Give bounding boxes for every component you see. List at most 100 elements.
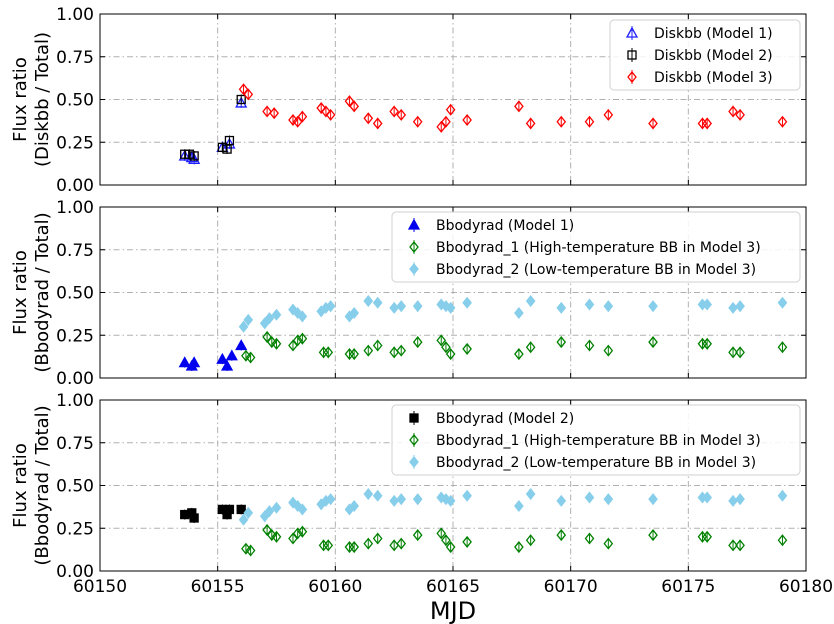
data-point xyxy=(556,115,567,128)
y-tick-label: 1.00 xyxy=(56,391,94,411)
legend: Bbodyrad (Model 1) Bbodyrad_1 (High-tempe… xyxy=(391,211,801,283)
data-point xyxy=(220,359,234,371)
data-point xyxy=(363,112,374,125)
legend-label: Bbodyrad_1 (High-temperature BB in Model… xyxy=(436,433,761,449)
y-tick-label: 1.00 xyxy=(56,5,94,25)
legend-label: Bbodyrad (Model 1) xyxy=(436,218,574,234)
data-point xyxy=(412,336,423,349)
data-point xyxy=(236,504,246,515)
series-2 xyxy=(241,523,788,557)
data-point xyxy=(445,103,456,116)
data-point xyxy=(556,336,567,349)
data-point xyxy=(235,96,248,108)
data-point xyxy=(236,94,246,105)
data-point xyxy=(584,532,595,545)
legend-label: Bbodyrad_1 (High-temperature BB in Model… xyxy=(436,240,761,256)
y-tick-label: 0.00 xyxy=(56,176,94,196)
x-tick-label: 60155 xyxy=(191,577,245,597)
data-point xyxy=(556,529,567,542)
data-point xyxy=(264,505,275,518)
data-point xyxy=(702,298,712,311)
legend-marker xyxy=(409,455,419,469)
panel-2: 0.00 0.25 0.50 0.75 1.00 Flux ratio (Bbodyrad … xyxy=(10,198,807,389)
data-point xyxy=(441,341,451,354)
legend: Diskbb (Model 1) Diskbb (Model 2) Diskbb (… xyxy=(609,19,801,91)
data-point xyxy=(525,295,536,308)
series-3 xyxy=(238,83,788,133)
data-point xyxy=(372,296,383,309)
data-point xyxy=(188,356,201,368)
data-point xyxy=(349,100,359,113)
series-1 xyxy=(180,504,246,523)
y-tick-label: 0.75 xyxy=(56,241,94,261)
y-tick-label: 0.50 xyxy=(56,477,94,497)
data-point xyxy=(445,301,456,314)
data-point xyxy=(297,110,308,123)
series-2 xyxy=(241,330,788,364)
legend-label: Diskbb (Model 3) xyxy=(654,70,773,86)
data-point xyxy=(363,488,374,501)
y-tick-label: 0.75 xyxy=(56,48,94,68)
y-tick-label: 0.25 xyxy=(56,133,94,153)
y-axis-label: Flux ratio xyxy=(10,57,31,142)
legend-marker xyxy=(409,262,419,276)
data-point xyxy=(777,341,788,354)
y-tick-label: 0.25 xyxy=(56,326,94,346)
data-point xyxy=(412,115,423,128)
data-point xyxy=(217,142,228,153)
x-tick-label: 60150 xyxy=(73,577,127,597)
data-point xyxy=(363,295,374,308)
data-point xyxy=(238,513,249,526)
data-point xyxy=(412,529,423,542)
data-point xyxy=(412,493,423,506)
data-point xyxy=(462,535,472,548)
data-point xyxy=(216,352,229,364)
legend-label: Bbodyrad_2 (Low-temperature BB in Model … xyxy=(436,455,756,471)
data-point xyxy=(584,298,595,311)
data-point xyxy=(728,539,738,552)
x-tick-label: 60160 xyxy=(308,577,362,597)
series-3 xyxy=(238,488,788,526)
data-point xyxy=(297,332,308,345)
data-point xyxy=(389,494,399,507)
legend-marker xyxy=(627,70,637,84)
data-point xyxy=(297,310,308,323)
data-point xyxy=(271,308,282,321)
data-point xyxy=(441,534,451,547)
data-point xyxy=(323,539,334,552)
data-point xyxy=(363,537,374,550)
data-point xyxy=(396,537,407,550)
data-point xyxy=(349,306,359,320)
data-point xyxy=(441,115,451,128)
data-point xyxy=(269,107,279,120)
data-point xyxy=(462,342,472,355)
legend-label: Bbodyrad (Model 2) xyxy=(436,411,574,427)
data-point xyxy=(396,300,407,313)
data-point xyxy=(648,117,658,130)
data-point xyxy=(225,349,238,361)
legend-marker xyxy=(409,413,419,423)
data-point xyxy=(323,346,334,359)
data-point xyxy=(728,301,738,314)
legend-label: Diskbb (Model 1) xyxy=(654,26,773,42)
data-point xyxy=(728,494,738,507)
y-axis-label: (Bbodyrad / Total) xyxy=(32,405,53,565)
data-point xyxy=(389,105,399,118)
data-point xyxy=(603,537,614,550)
data-point xyxy=(735,493,745,506)
legend-marker xyxy=(409,240,419,254)
data-point xyxy=(316,102,327,115)
data-point xyxy=(271,337,282,350)
data-point xyxy=(243,88,254,101)
data-point xyxy=(777,489,788,502)
legend-box xyxy=(609,19,801,91)
data-point xyxy=(777,115,788,128)
data-point xyxy=(648,529,658,542)
data-point xyxy=(514,100,524,113)
data-point xyxy=(603,493,614,506)
y-tick-label: 0.25 xyxy=(56,519,94,539)
data-point xyxy=(556,494,567,507)
data-point xyxy=(445,541,456,554)
data-point xyxy=(321,105,331,118)
